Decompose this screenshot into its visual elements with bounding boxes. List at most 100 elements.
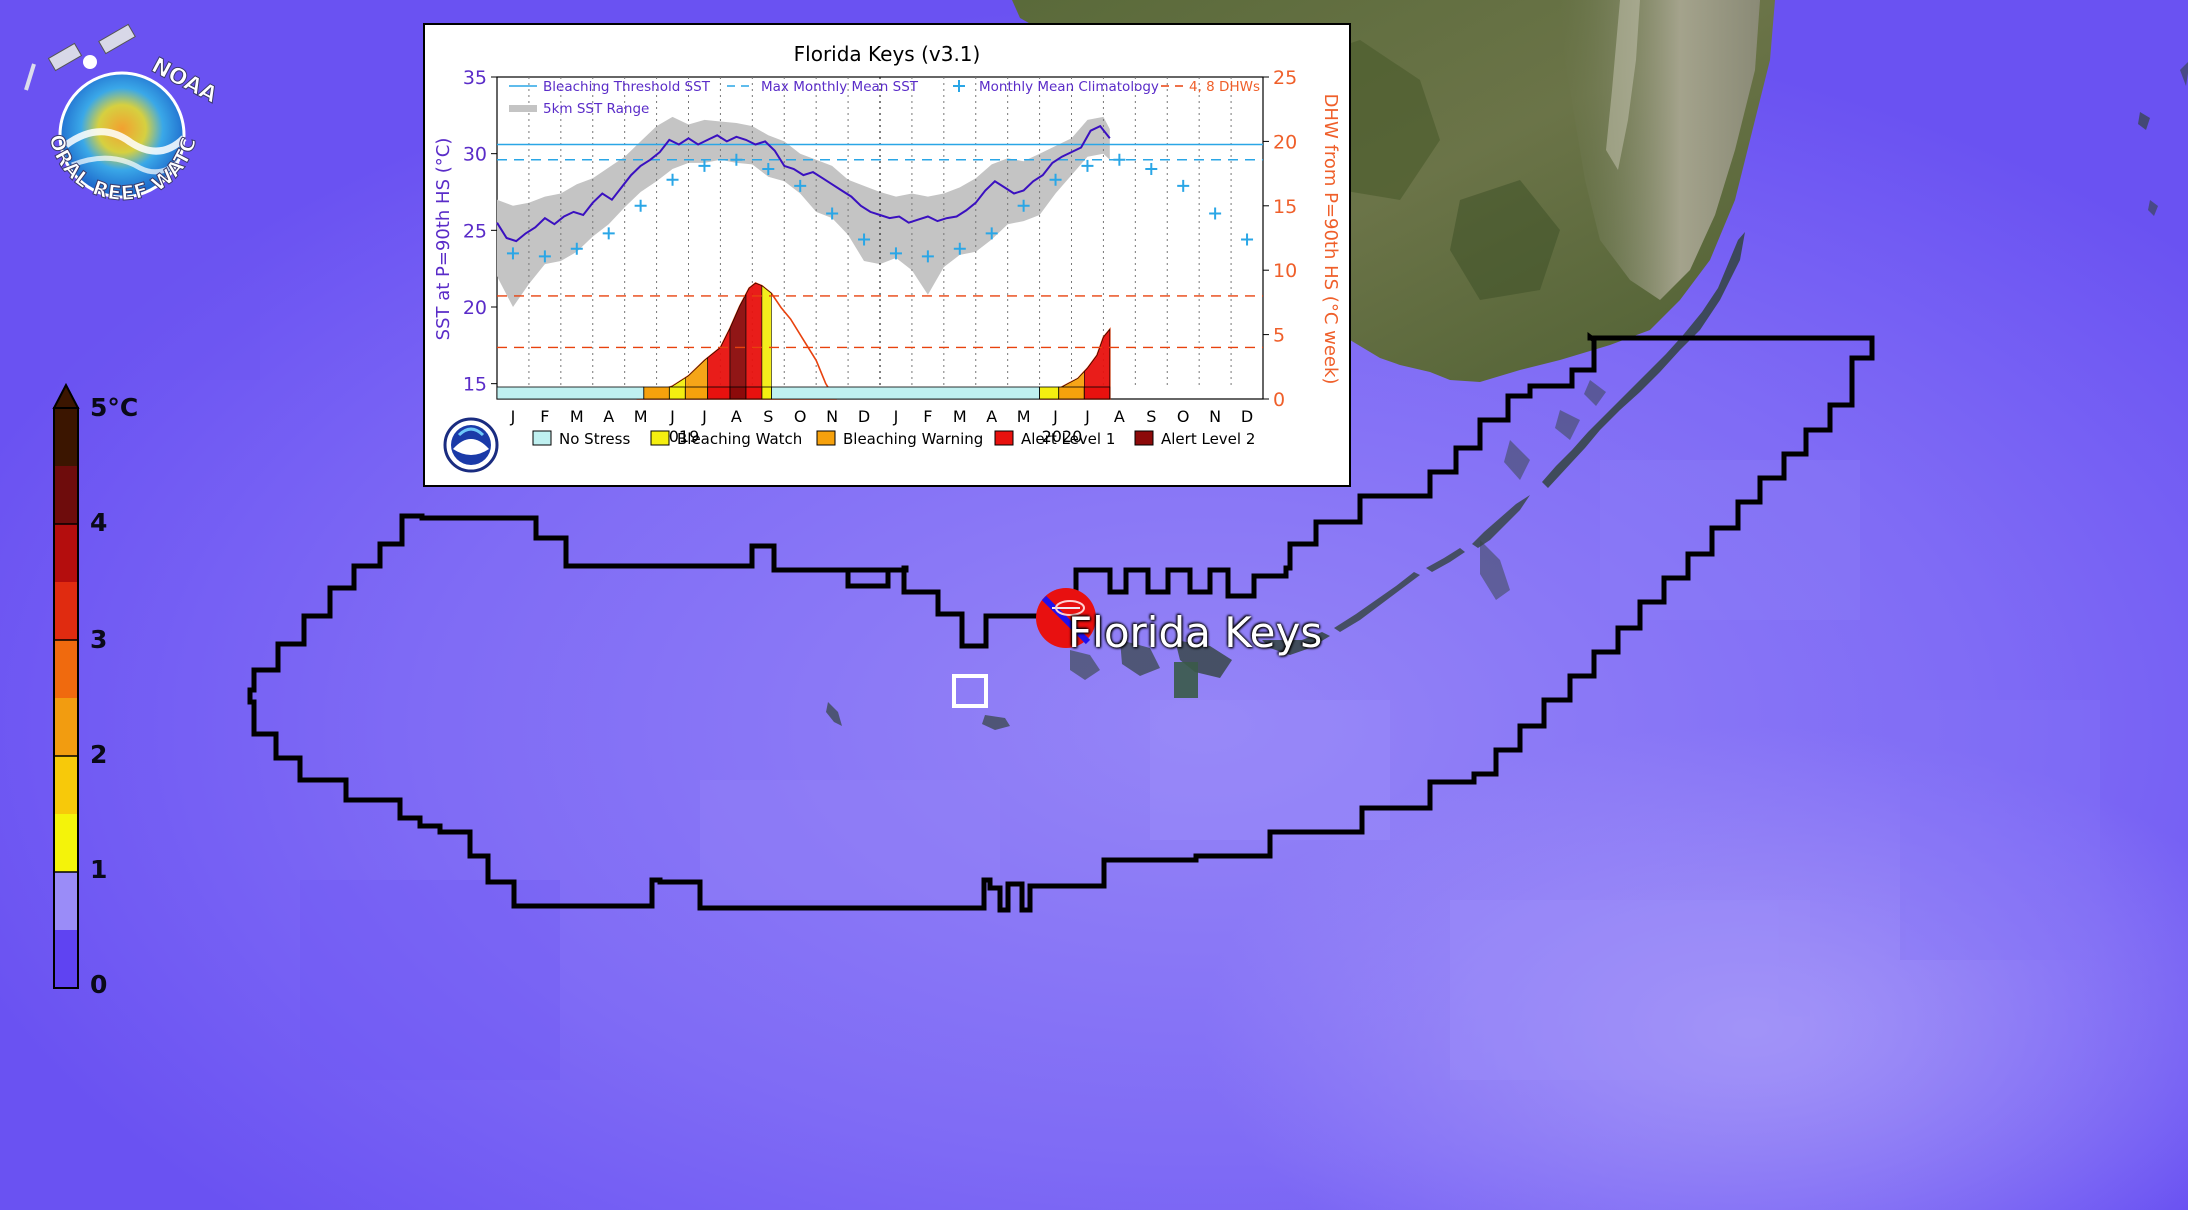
y-tick-label: 20	[463, 297, 487, 319]
month-tick-label: M	[953, 407, 967, 426]
month-tick-label: J	[669, 407, 675, 426]
alert-legend-label: Bleaching Watch	[677, 430, 802, 448]
legend-item-label: Monthly Mean Climatology	[979, 79, 1159, 95]
stress-bar-segment	[668, 386, 686, 400]
climatology-point	[506, 247, 519, 260]
legend-item-label: Bleaching Threshold SST	[543, 79, 711, 95]
y2-tick-label: 15	[1273, 196, 1297, 218]
climatology-point	[570, 242, 583, 255]
month-tick-label: M	[570, 407, 584, 426]
stress-bar-segment	[707, 386, 731, 400]
colorbar-band	[54, 930, 78, 989]
urban-area	[1560, 0, 1760, 300]
month-tick-label: F	[923, 407, 932, 426]
y2-tick-label: 5	[1273, 325, 1285, 347]
colorbar-band	[54, 698, 78, 757]
month-tick-label: J	[893, 407, 899, 426]
month-tick-label: F	[540, 407, 549, 426]
sst-line	[496, 124, 1111, 243]
climatology-point	[1209, 207, 1222, 220]
stress-bar-segment	[771, 386, 1040, 400]
month-tick-label: O	[794, 407, 807, 426]
month-tick-label: S	[1146, 407, 1156, 426]
y-tick-label: 35	[463, 67, 487, 89]
year-tick-label: 2020	[1042, 427, 1083, 446]
climatology-point	[730, 153, 743, 166]
colorbar-tick-label: 2	[90, 740, 108, 769]
month-tick-label: J	[701, 407, 707, 426]
month-tick-label: S	[763, 407, 773, 426]
climatology-point	[1049, 173, 1062, 186]
colorbar-band	[54, 756, 78, 815]
sst-range-band	[497, 116, 1110, 308]
climatology-point	[1177, 179, 1190, 192]
climatology-point	[666, 173, 679, 186]
colorbar-band	[54, 582, 78, 641]
alert-legend-label: Alert Level 2	[1161, 430, 1255, 448]
ocean-pixel-mosaic	[40, 240, 2100, 1080]
climatology-point	[794, 179, 807, 192]
colorbar-tick-label: 4	[90, 508, 108, 537]
stress-bar-segment	[643, 386, 670, 400]
climatology-point	[698, 159, 711, 172]
y2-tick-label: 10	[1273, 260, 1297, 282]
climatology-point	[538, 250, 551, 263]
alert-legend-swatch	[816, 430, 836, 446]
stress-bar-segment	[1058, 386, 1085, 400]
month-tick-label: D	[858, 407, 870, 426]
stress-bar-segment	[729, 386, 747, 400]
station-marker-icon[interactable]	[1036, 588, 1096, 648]
selected-pixel-box[interactable]	[952, 674, 988, 708]
y2-axis-label: DHW from P=90th HS (°C week)	[1320, 94, 1341, 385]
climatology-point	[1113, 153, 1126, 166]
florida-keys-islands	[826, 62, 2188, 730]
colorbar-band	[54, 408, 78, 467]
month-tick-label: A	[1114, 407, 1125, 426]
alert-legend-swatch	[1134, 430, 1154, 446]
climatology-point	[1145, 163, 1158, 175]
climatology-point	[858, 233, 871, 246]
y-axis-label: SST at P=90th HS (°C)	[433, 138, 454, 341]
colorbar-tick-label: 1	[90, 855, 108, 884]
alert-legend-label: No Stress	[559, 430, 630, 448]
colorbar-unit-label: 5°C	[90, 393, 139, 422]
month-tick-label: A	[731, 407, 742, 426]
legend-item-label: 5km SST Range	[543, 101, 649, 117]
time-series-inset[interactable]: 35 30 25 20 15 25 20 15 10 5 0 J F M A M J J A S O N D J F M A M J J A…	[423, 23, 1351, 487]
stress-bar-segment	[745, 386, 763, 400]
y2-tick-label: 0	[1273, 389, 1285, 411]
climatology-point	[921, 250, 934, 263]
y2-tick-label: 20	[1273, 131, 1297, 153]
climatology-point	[1081, 159, 1094, 172]
stress-bar-segment	[496, 386, 645, 400]
colorbar-band	[54, 466, 78, 525]
colorbar-band	[54, 524, 78, 583]
colorbar-tick-label: 0	[90, 970, 108, 999]
legend-range-swatch	[509, 105, 537, 112]
legend-item-label: Max Monthly Mean SST	[761, 79, 919, 95]
dhw-alert-fill	[761, 285, 772, 400]
y-tick-label: 25	[463, 220, 487, 242]
climatology-point	[953, 242, 966, 255]
climatology-point	[826, 207, 839, 220]
legend-item-label: 4, 8 DHWs	[1189, 79, 1260, 95]
month-tick-label: J	[1052, 407, 1058, 426]
climatology-point	[889, 247, 902, 260]
alert-legend-swatch	[994, 430, 1014, 446]
climatology-point	[985, 227, 998, 240]
y2-tick-label: 25	[1273, 67, 1297, 89]
climatology-point	[1017, 199, 1030, 212]
colorbar-band	[54, 640, 78, 699]
climatology-point	[762, 163, 775, 175]
stress-bar-segment	[761, 386, 772, 400]
noaa-emblem-icon	[443, 417, 499, 473]
noaa-coral-reef-watch-logo-icon: NOAA CORAL REEF WATCH	[20, 20, 222, 206]
colorbar-tick-label: 3	[90, 625, 108, 654]
month-tick-label: J	[510, 407, 516, 426]
month-tick-label: A	[986, 407, 997, 426]
stress-bar-segment	[1083, 386, 1111, 400]
site-label[interactable]: Florida Keys	[1068, 608, 1323, 657]
month-tick-label: N	[826, 407, 838, 426]
